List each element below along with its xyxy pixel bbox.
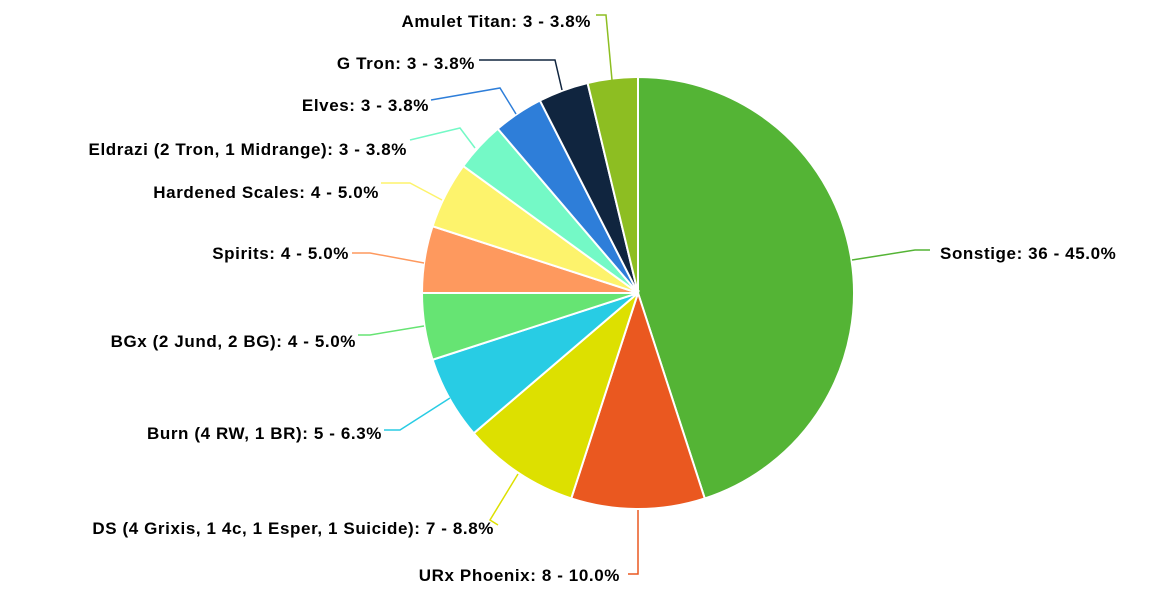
leader-line-urx-phoenix (628, 510, 639, 575)
slice-label-g-tron: G Tron: 3 - 3.8% (337, 54, 475, 73)
slice-label-spirits: Spirits: 4 - 5.0% (212, 244, 349, 263)
slice-label-hardened-scales: Hardened Scales: 4 - 5.0% (153, 183, 379, 202)
slice-label-eldrazi-2-tron-1-midrange: Eldrazi (2 Tron, 1 Midrange): 3 - 3.8% (89, 140, 407, 159)
slice-labels: Sonstige: 36 - 45.0% URx Phoenix: 8 - 10.… (89, 12, 1116, 585)
leader-line-amulet-titan (596, 14, 613, 81)
leader-line-elves (430, 87, 517, 115)
slice-label-amulet-titan: Amulet Titan: 3 - 3.8% (401, 12, 591, 31)
slice-label-urx-phoenix: URx Phoenix: 8 - 10.0% (419, 566, 620, 585)
leader-line-bgx-2-jund-2-bg (358, 325, 425, 336)
pie-slice-sonstige (637, 75, 855, 500)
pie-slices (420, 75, 855, 511)
leader-line-sonstige (851, 249, 930, 261)
leader-line-ds-4-grixis-1-4c-1-esper-1-suicide (488, 473, 519, 526)
leader-line-spirits (352, 252, 425, 264)
leader-lines (352, 14, 930, 575)
pie-slice-urx-phoenix (569, 289, 707, 511)
slice-label-elves: Elves: 3 - 3.8% (302, 96, 429, 115)
slice-label-burn-4-rw-1-br: Burn (4 RW, 1 BR): 5 - 6.3% (147, 424, 382, 443)
pie-slice-amulet-titan (586, 75, 639, 294)
leader-line-burn-4-rw-1-br (384, 397, 451, 431)
leader-line-eldrazi-2-tron-1-midrange (409, 127, 476, 149)
pie-slice-ds-4-grixis-1-4c-1-esper-1-suicide (472, 289, 641, 500)
slice-label-sonstige: Sonstige: 36 - 45.0% (940, 244, 1116, 263)
slice-label-ds-4-grixis-1-4c-1-esper-1-suicide: DS (4 Grixis, 1 4c, 1 Esper, 1 Suicide):… (92, 519, 494, 538)
leader-line-g-tron (479, 59, 563, 91)
slice-label-bgx-2-jund-2-bg: BGx (2 Jund, 2 BG): 4 - 5.0% (111, 332, 356, 351)
leader-line-hardened-scales (381, 182, 443, 201)
